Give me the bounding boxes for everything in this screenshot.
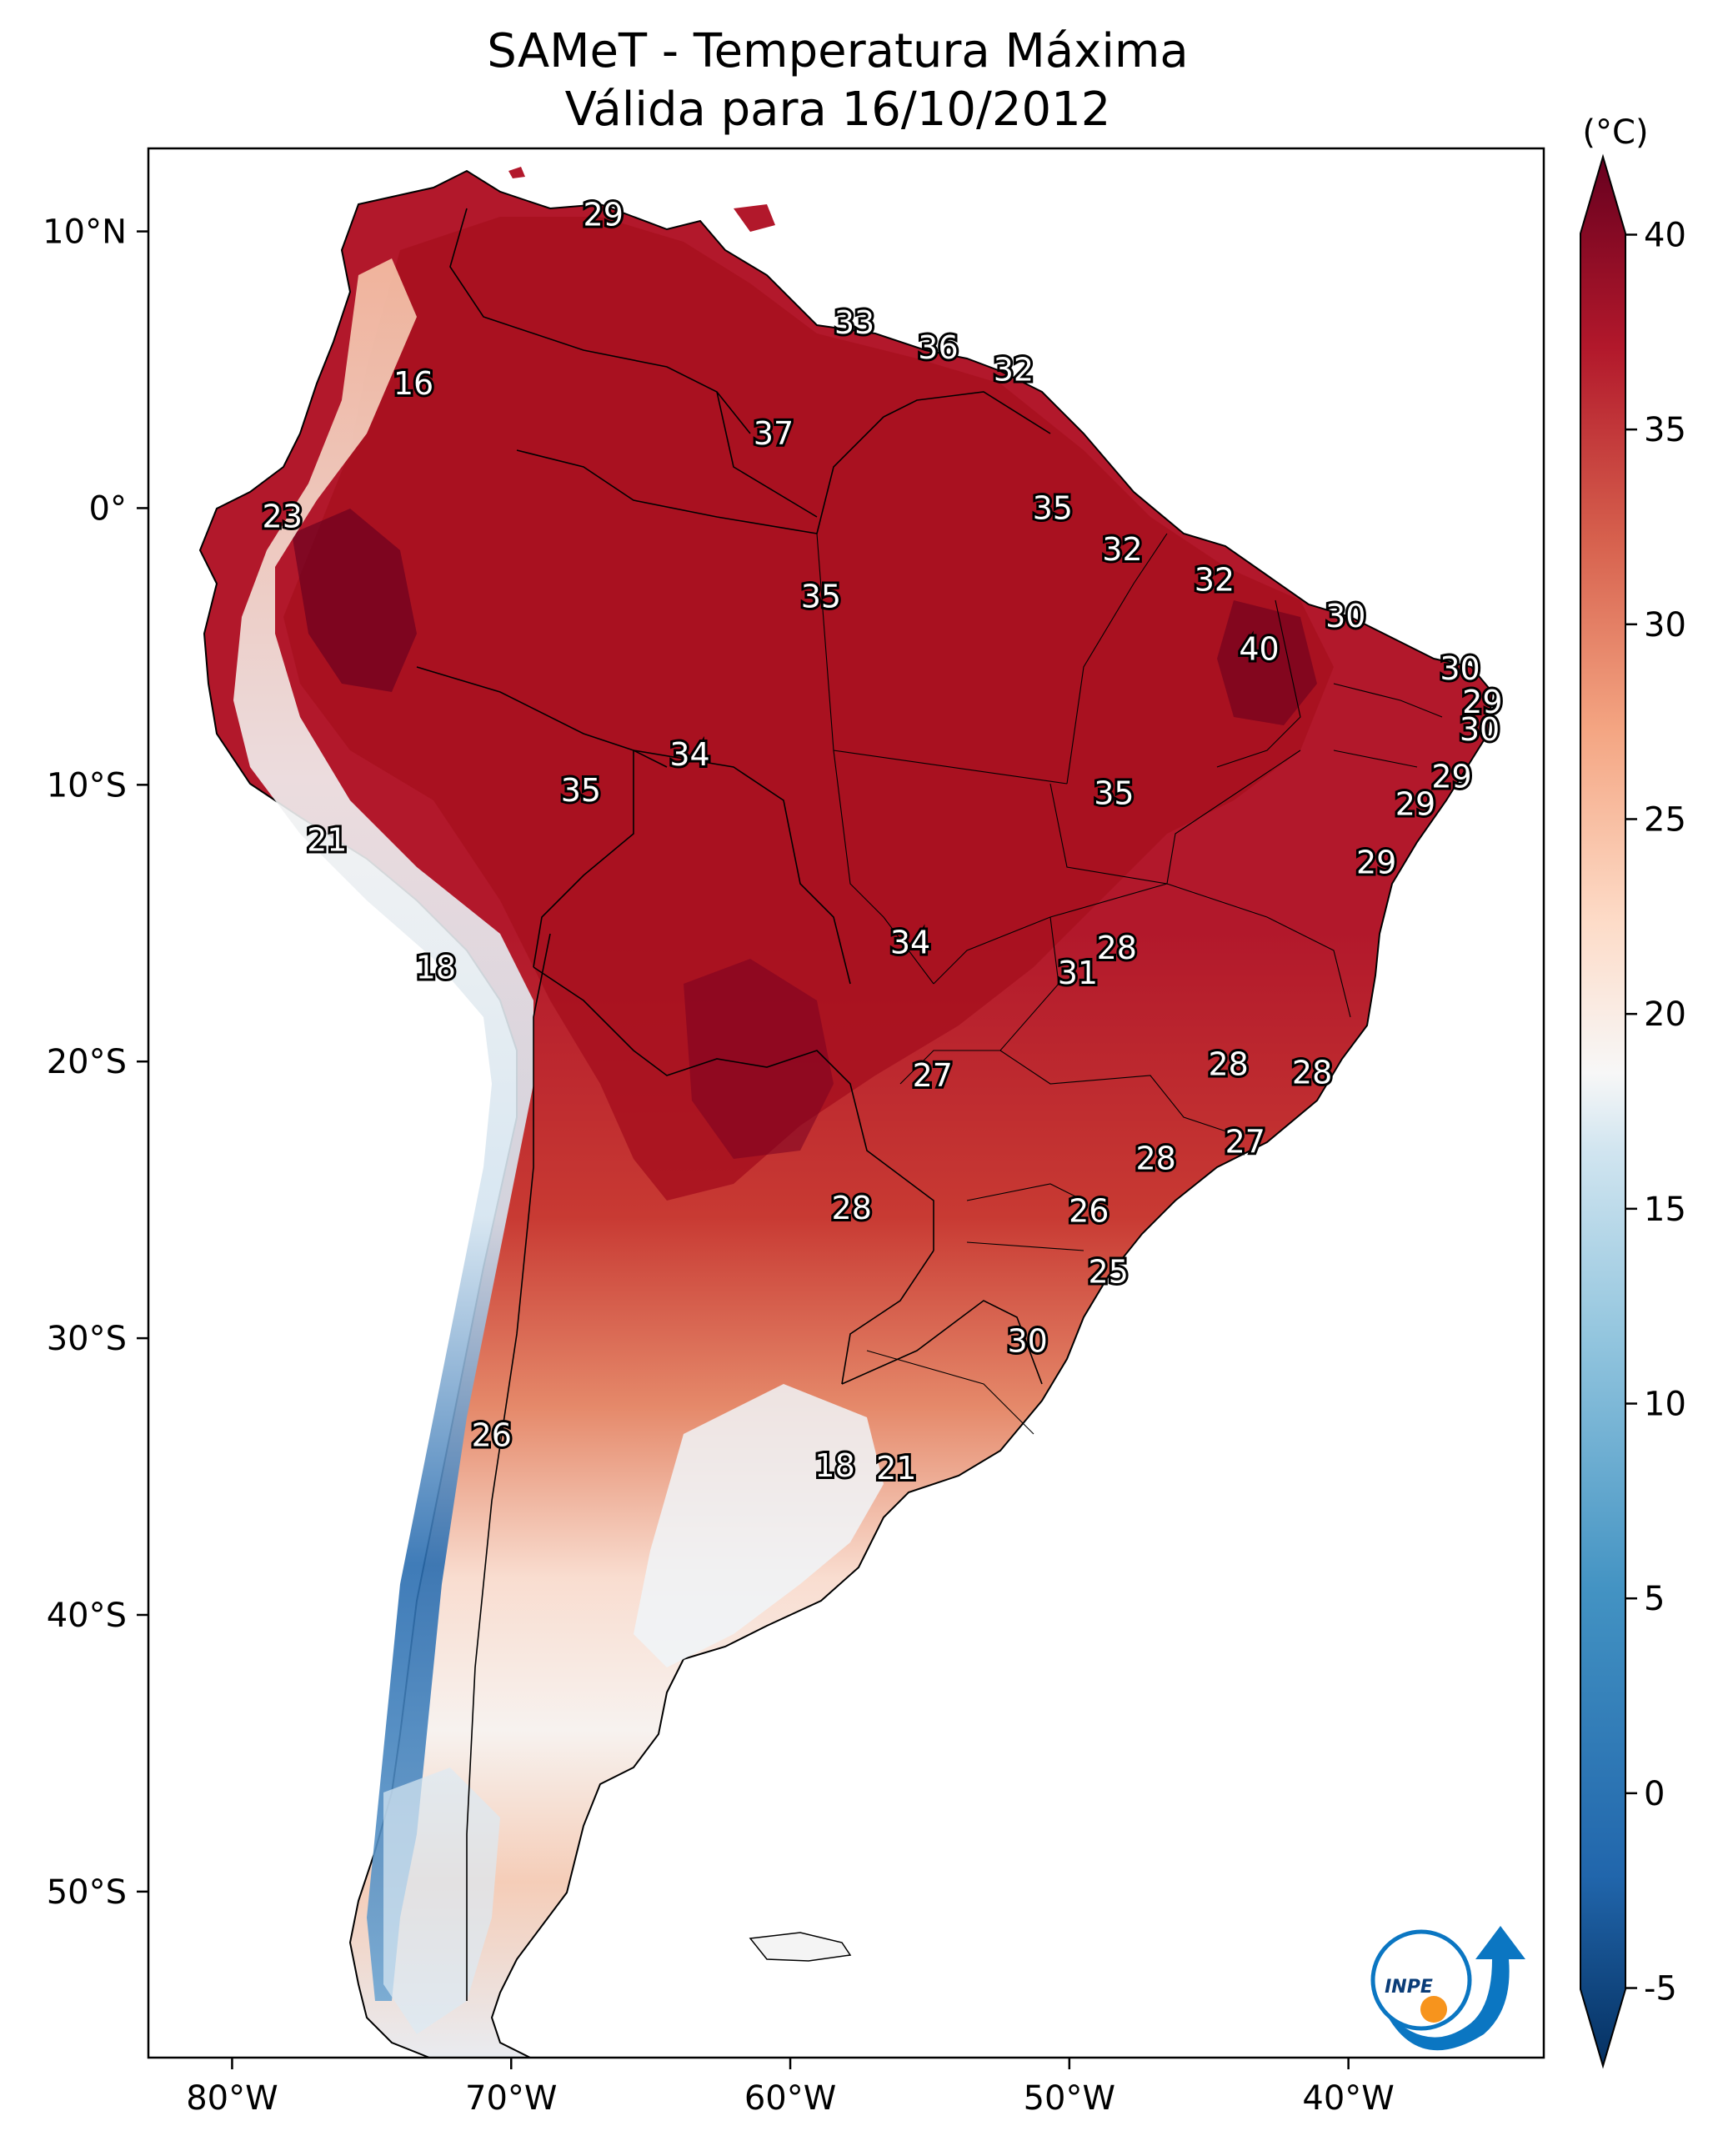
temperature-point-label: 28 [1292,1054,1332,1091]
colorbar-tick-label: 10 [1644,1386,1686,1424]
temperature-point-label: 27 [913,1057,953,1094]
temperature-point-label: 29 [1356,844,1396,880]
latitude-axis: 10°N 0° 10°S 20°S 30°S 40°S 50°S [43,213,148,1912]
temperature-point-label: 30 [1440,650,1480,687]
very-hot-spot-chaco [684,959,834,1159]
lon-tick-label: 80°W [186,2079,278,2118]
logo-text: INPE [1385,1977,1433,1998]
temperature-point-label: 23 [263,498,303,534]
lon-tick-label: 70°W [465,2079,557,2118]
lon-tick-label: 50°W [1024,2079,1115,2118]
temperature-point-label: 30 [1007,1322,1047,1359]
lon-tick-label: 40°W [1302,2079,1394,2118]
temperature-point-label: 30 [1325,598,1365,634]
temperature-point-label: 35 [1094,775,1134,811]
longitude-axis: 80°W 70°W 60°W 50°W 40°W [186,2058,1395,2118]
colorbar-tick-label: 15 [1644,1191,1686,1229]
colorbar-tick-label: 5 [1644,1580,1665,1618]
temperature-point-label: 32 [1195,562,1235,599]
temperature-point-label: 18 [416,949,456,985]
lat-tick-label: 30°S [47,1320,127,1358]
temperature-point-label: 33 [834,304,874,341]
chart-title-line2: Válida para 16/10/2012 [565,83,1111,137]
temperature-point-label: 32 [1102,531,1142,568]
colorbar-tick-label: 30 [1644,606,1686,644]
temperature-point-label: 30 [1460,711,1500,748]
temperature-point-label: 25 [1089,1253,1129,1290]
colorbar-unit: (°C) [1582,113,1648,152]
falkland-islands [749,1932,852,1962]
lat-tick-label: 50°S [47,1873,127,1912]
temperature-point-label: 26 [472,1416,512,1453]
temperature-point-label: 21 [307,822,347,859]
very-hot-spot-northeast [1217,600,1317,725]
pampas-cool-area [634,1384,884,1667]
temperature-point-label: 29 [1431,758,1471,795]
temperature-point-label: 32 [994,352,1034,389]
temperature-point-label: 34 [890,925,930,961]
map-frame [147,147,1545,2059]
temperature-point-label: 35 [1033,489,1073,526]
temperature-point-label: 16 [393,365,433,402]
temperature-point-label: 27 [1225,1123,1265,1160]
temperature-point-label: 29 [584,197,624,233]
colorbar-tick-label: 35 [1644,411,1686,449]
temperature-point-label: 28 [1208,1046,1248,1083]
temperature-point-label: 29 [1462,684,1502,720]
temperature-point-label: 35 [801,579,841,615]
logo-swoosh-arrow [1384,1926,1525,2051]
caribbean-islands [508,167,775,232]
temperature-point-label: 36 [918,329,958,366]
temperature-point-label: 18 [814,1447,854,1484]
temperature-point-label: 40 [1239,631,1279,668]
colorbar-tick-label: -5 [1644,1970,1677,2008]
lon-tick-label: 60°W [744,2079,836,2118]
temperature-point-label: 28 [832,1190,872,1226]
colorbar-tick-label: 0 [1644,1775,1665,1813]
colorbar: (°C) 40 35 30 25 20 15 10 5 0 -5 [1580,113,1686,2069]
temperature-point-label: 34 [669,736,709,773]
temperature-point-label: 37 [754,415,794,452]
colorbar-ticks: 40 35 30 25 20 15 10 5 0 -5 [1625,216,1686,2008]
lat-tick-label: 10°S [47,766,127,805]
temperature-point-label: 21 [876,1450,916,1487]
chart-title-line1: SAMeT - Temperatura Máxima [487,24,1189,78]
lat-tick-label: 10°N [43,213,127,252]
logo-ring [1370,1929,1472,2031]
temperature-point-label: 28 [1135,1140,1175,1176]
country-borders [416,208,1051,2001]
temperature-point-label: 35 [561,772,601,809]
very-hot-spot-north-peru [292,509,417,692]
colorbar-gradient [1580,153,1626,2069]
colorbar-tick-label: 20 [1644,995,1686,1034]
temperature-point-label: 26 [1069,1192,1109,1229]
map-panel [148,148,1544,2058]
lat-tick-label: 20°S [47,1043,127,1081]
lat-tick-label: 40°S [47,1597,127,1635]
temperature-point-label: 31 [1058,955,1098,991]
state-borders [816,533,1443,1435]
colorbar-tick-label: 40 [1644,216,1686,254]
lat-tick-label: 0° [89,489,127,528]
inpe-logo: INPE [1370,1926,1525,2051]
logo-orange-dot [1420,1996,1447,2023]
colorbar-tick-label: 25 [1644,800,1686,839]
temperature-point-label: 29 [1395,786,1435,823]
patagonia-cool-area [383,1767,500,2034]
temperature-point-label: 28 [1097,930,1137,966]
